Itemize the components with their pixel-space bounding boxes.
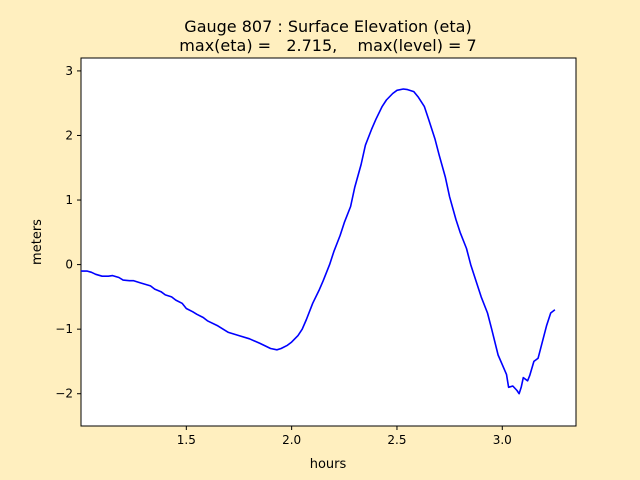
y-tick-label: 3 <box>65 64 73 78</box>
x-tick-label: 1.5 <box>177 433 196 447</box>
x-tick-label: 2.5 <box>387 433 406 447</box>
series-line <box>81 88 556 395</box>
y-axis-ticks: −2 −1 0 1 2 3 <box>55 64 81 401</box>
x-axis-ticks: 1.5 2.0 2.5 3.0 <box>177 426 512 447</box>
x-tick-label: 3.0 <box>493 433 512 447</box>
chart-title: Gauge 807 : Surface Elevation (eta) <box>184 17 471 36</box>
y-tick-label: −1 <box>55 322 73 336</box>
y-tick-label: 0 <box>65 258 73 272</box>
series-group <box>81 88 556 395</box>
x-tick-label: 2.0 <box>282 433 301 447</box>
x-axis-label: hours <box>310 457 347 472</box>
chart-subtitle: max(eta) = 2.715, max(level) = 7 <box>179 36 476 55</box>
y-axis-label: meters <box>30 219 45 265</box>
y-tick-label: 2 <box>65 128 73 142</box>
y-tick-label: 1 <box>65 193 73 207</box>
y-tick-label: −2 <box>55 387 73 401</box>
plot-area <box>80 57 577 427</box>
